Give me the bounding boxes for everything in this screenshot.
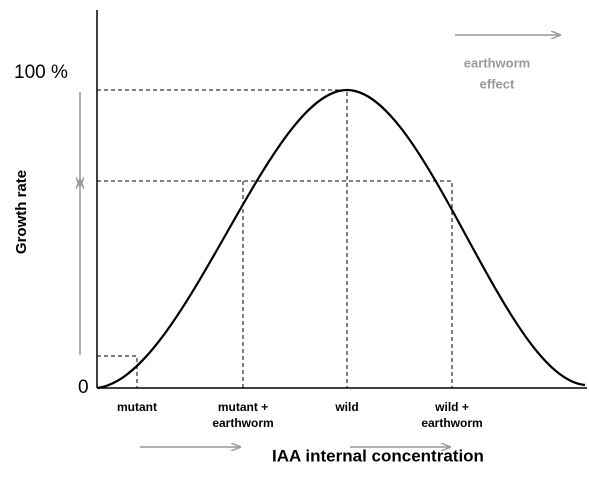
effect-label: effect [480, 76, 515, 91]
effect-label: earthworm [464, 55, 530, 70]
growth-curve [96, 88, 586, 390]
x-axis-label: IAA internal concentration [272, 446, 484, 465]
effect-arrows [80, 35, 560, 447]
y-axis-label: Growth rate [13, 170, 30, 254]
guide-lines [97, 89, 453, 388]
x-tick-label: earthworm [421, 416, 482, 430]
x-tick-label: earthworm [212, 416, 273, 430]
x-tick-label: mutant + [218, 400, 268, 414]
y-tick-label: 100 % [14, 62, 68, 83]
x-tick-label: wild [334, 400, 358, 414]
x-tick-label: wild + [434, 400, 469, 414]
y-tick-label: 0 [78, 377, 89, 398]
x-tick-labels: mutant mutant + earthworm wild wild + earthwo… [117, 400, 483, 430]
x-tick-label: mutant [117, 400, 157, 414]
